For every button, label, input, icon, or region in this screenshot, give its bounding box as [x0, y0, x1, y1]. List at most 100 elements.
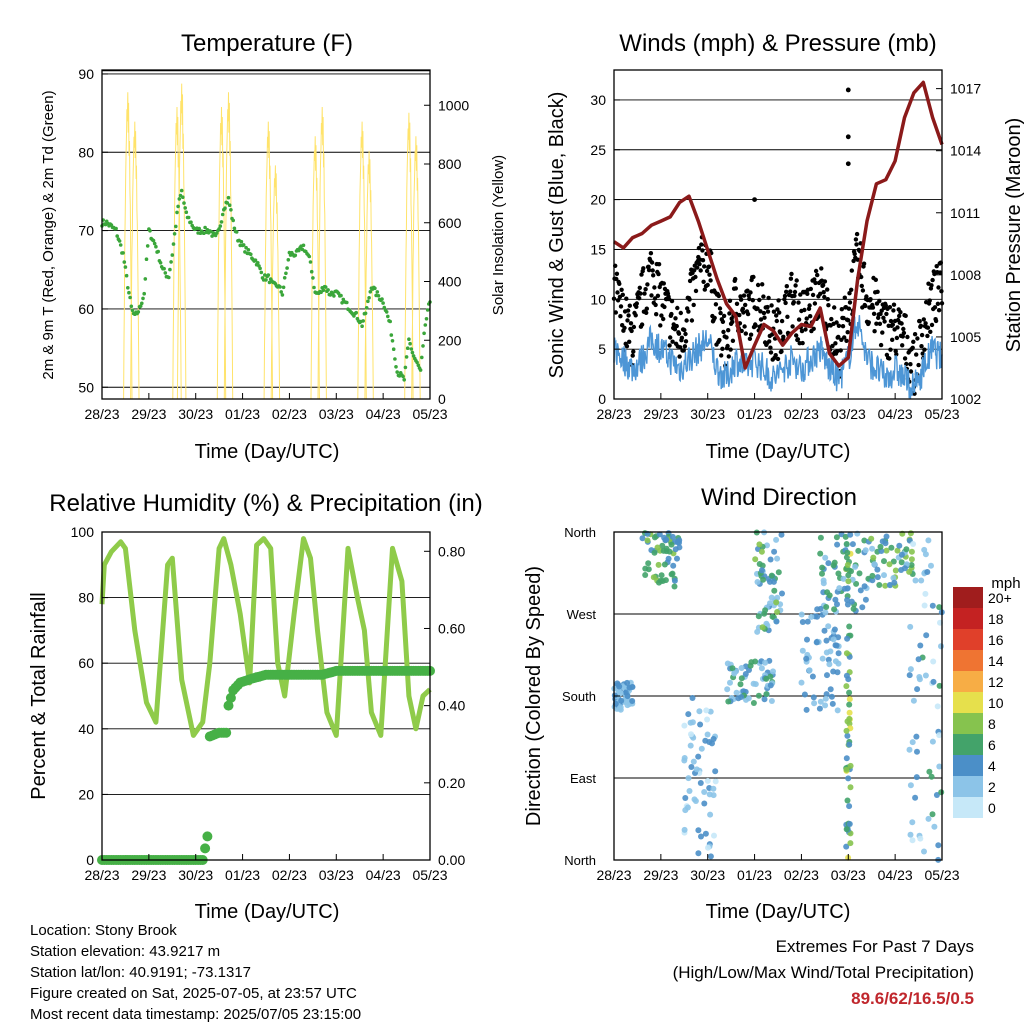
y2-tick-label: 0.20 — [438, 775, 465, 791]
gust-point — [900, 343, 905, 348]
legend-label: 6 — [988, 737, 996, 753]
direction-point — [846, 709, 853, 716]
direction-point — [823, 637, 830, 644]
gust-point — [712, 315, 717, 321]
direction-point — [703, 707, 710, 714]
gust-point — [798, 292, 803, 297]
x-tick-label: 30/23 — [690, 406, 725, 422]
direction-point — [770, 668, 776, 675]
gust-point — [654, 312, 659, 317]
direction-point — [671, 577, 678, 584]
direction-point — [706, 739, 713, 745]
gust-point — [730, 319, 735, 325]
humidity-panel: Relative Humidity (%) & Precipitation (i… — [28, 490, 483, 923]
direction-point — [825, 560, 832, 567]
station-pressure-series — [613, 80, 944, 370]
dewpoint-point — [172, 232, 177, 236]
direction-point — [843, 826, 850, 833]
dewpoint-point — [282, 276, 287, 280]
direction-point — [929, 602, 936, 609]
direction-point — [752, 681, 759, 688]
x-tick-label: 03/23 — [831, 406, 866, 422]
direction-point — [917, 642, 924, 649]
direction-point — [929, 811, 936, 818]
direction-point — [727, 679, 733, 686]
gust-point — [695, 265, 700, 270]
gust-point — [932, 305, 938, 310]
direction-point — [874, 574, 881, 581]
direction-point — [693, 766, 700, 773]
gust-point — [620, 292, 625, 297]
direction-point — [835, 650, 842, 657]
gust-point — [830, 343, 835, 349]
direction-point — [830, 668, 837, 675]
direction-point — [906, 672, 913, 679]
x-tick-label: 05/23 — [412, 867, 447, 883]
direction-point — [928, 773, 935, 780]
direction-point — [829, 700, 836, 707]
dewpoint-point — [308, 260, 313, 264]
direction-point — [846, 696, 853, 703]
gust-point — [738, 297, 744, 302]
dewpoint-point — [231, 218, 235, 223]
gust-point — [678, 310, 683, 316]
dewpoint-point — [158, 261, 163, 265]
solar-insolation-line — [357, 121, 367, 400]
direction-point — [846, 689, 853, 696]
y-tick-label: 60 — [78, 655, 94, 671]
direction-point — [738, 694, 745, 700]
direction-point — [883, 533, 890, 540]
direction-point — [707, 811, 714, 818]
gust-point — [741, 293, 747, 298]
direction-point — [654, 544, 661, 551]
gust-point — [935, 301, 941, 306]
gust-point — [891, 302, 897, 307]
gust-point — [894, 335, 900, 341]
direction-point — [886, 561, 893, 568]
direction-point — [843, 541, 850, 547]
direction-point — [901, 565, 908, 572]
humidity-xlabel: Time (Day/UTC) — [195, 901, 340, 923]
direction-point — [704, 731, 711, 738]
station-location: Location: Stony Brook — [30, 922, 177, 939]
gust-point — [724, 335, 729, 340]
gust-point — [805, 291, 810, 296]
gust-point — [693, 288, 699, 294]
direction-xlabel: Time (Day/UTC) — [706, 901, 851, 923]
gust-point — [678, 345, 683, 350]
dewpoint-point — [118, 243, 123, 247]
direction-point — [819, 655, 826, 662]
direction-point — [855, 547, 862, 554]
direction-point — [752, 556, 759, 563]
dewpoint-point — [364, 306, 369, 310]
direction-point — [842, 533, 849, 540]
dewpoint-point — [189, 220, 193, 224]
dewpoint-point — [390, 339, 395, 343]
direction-point — [843, 683, 850, 690]
solar-insolation-line — [223, 92, 234, 400]
direction-point — [809, 673, 816, 680]
dewpoint-point — [415, 360, 419, 365]
sonic-wind-series — [613, 315, 943, 400]
gust-point — [938, 270, 943, 275]
gust-point — [832, 305, 837, 310]
speed-legend: mph 0 2 4 6 8 10 12 14 16 18 20+ — [953, 575, 1021, 818]
direction-point — [847, 840, 854, 847]
solar-y2-ticks: 0 200 400 600 800 1000 — [424, 97, 469, 407]
gust-point — [717, 306, 723, 311]
direction-point — [908, 562, 915, 568]
direction-point — [914, 686, 921, 693]
x-tick-label: 28/23 — [596, 867, 631, 883]
legend-swatch — [953, 734, 983, 755]
gust-point — [658, 323, 663, 328]
solar-insolation-line — [216, 106, 227, 400]
dewpoint-point — [197, 226, 201, 231]
direction-point — [844, 797, 851, 804]
dewpoint-point — [384, 310, 389, 314]
direction-point — [924, 569, 931, 575]
dewpoint-point — [167, 275, 171, 280]
gust-point — [720, 346, 725, 351]
direction-gridlines — [614, 613, 942, 779]
gust-point — [846, 306, 852, 311]
direction-point — [853, 580, 860, 587]
